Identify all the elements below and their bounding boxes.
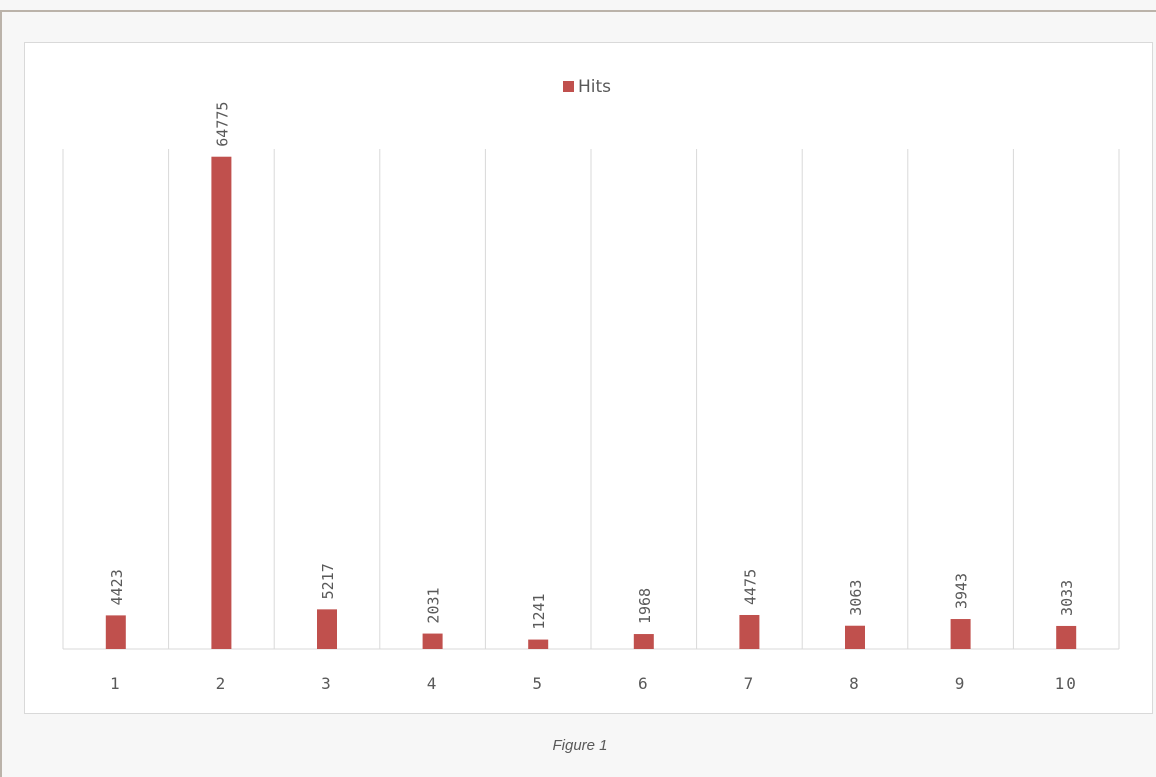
data-label: 4423: [108, 569, 126, 605]
bars: [105, 156, 1077, 649]
legend-swatch: [563, 81, 574, 92]
x-tick-label: 3: [321, 674, 333, 693]
data-label: 5217: [319, 563, 337, 599]
data-label: 3943: [953, 573, 971, 609]
data-label: 2031: [425, 587, 443, 623]
legend-label: Hits: [578, 77, 611, 97]
bar: [1056, 625, 1077, 649]
bar: [211, 156, 232, 649]
x-tick-label: 8: [849, 674, 861, 693]
bar: [422, 633, 443, 649]
x-tick-label: 4: [427, 674, 439, 693]
data-label: 3033: [1058, 580, 1076, 616]
bar: [528, 639, 549, 649]
bar: [105, 615, 126, 649]
x-tick-label: 1: [110, 674, 122, 693]
figure-caption: Figure 1: [552, 737, 608, 754]
data-label: 4475: [741, 569, 759, 605]
gridlines: [62, 149, 1120, 650]
x-tick-label: 10: [1055, 674, 1078, 693]
bar: [633, 634, 654, 649]
data-label: 1241: [530, 593, 548, 629]
bar: [845, 625, 865, 649]
bar: [317, 609, 337, 649]
x-tick-label: 2: [216, 674, 228, 693]
chart-area: 4423 64775 5217 2031 1241 1968 4475 3063 3943 303…: [24, 42, 1153, 714]
data-labels: 4423 64775 5217 2031 1241 1968 4475 3063 3943 303…: [108, 102, 1076, 630]
x-tick-label: 5: [532, 674, 544, 693]
x-tick-label: 9: [955, 674, 967, 693]
x-tick-label: 6: [638, 674, 650, 693]
figure-frame: 4423 64775 5217 2031 1241 1968 4475 3063 3943 303…: [0, 10, 1156, 777]
data-label: 64775: [213, 102, 231, 147]
bar: [739, 614, 760, 649]
data-label: 3063: [847, 580, 865, 616]
x-tick-labels: 1 2 3 4 5 6 7 8 9 10: [110, 674, 1078, 693]
x-tick-label: 7: [744, 674, 756, 693]
bar: [950, 619, 971, 649]
legend: Hits: [563, 77, 611, 97]
data-label: 1968: [636, 588, 654, 624]
